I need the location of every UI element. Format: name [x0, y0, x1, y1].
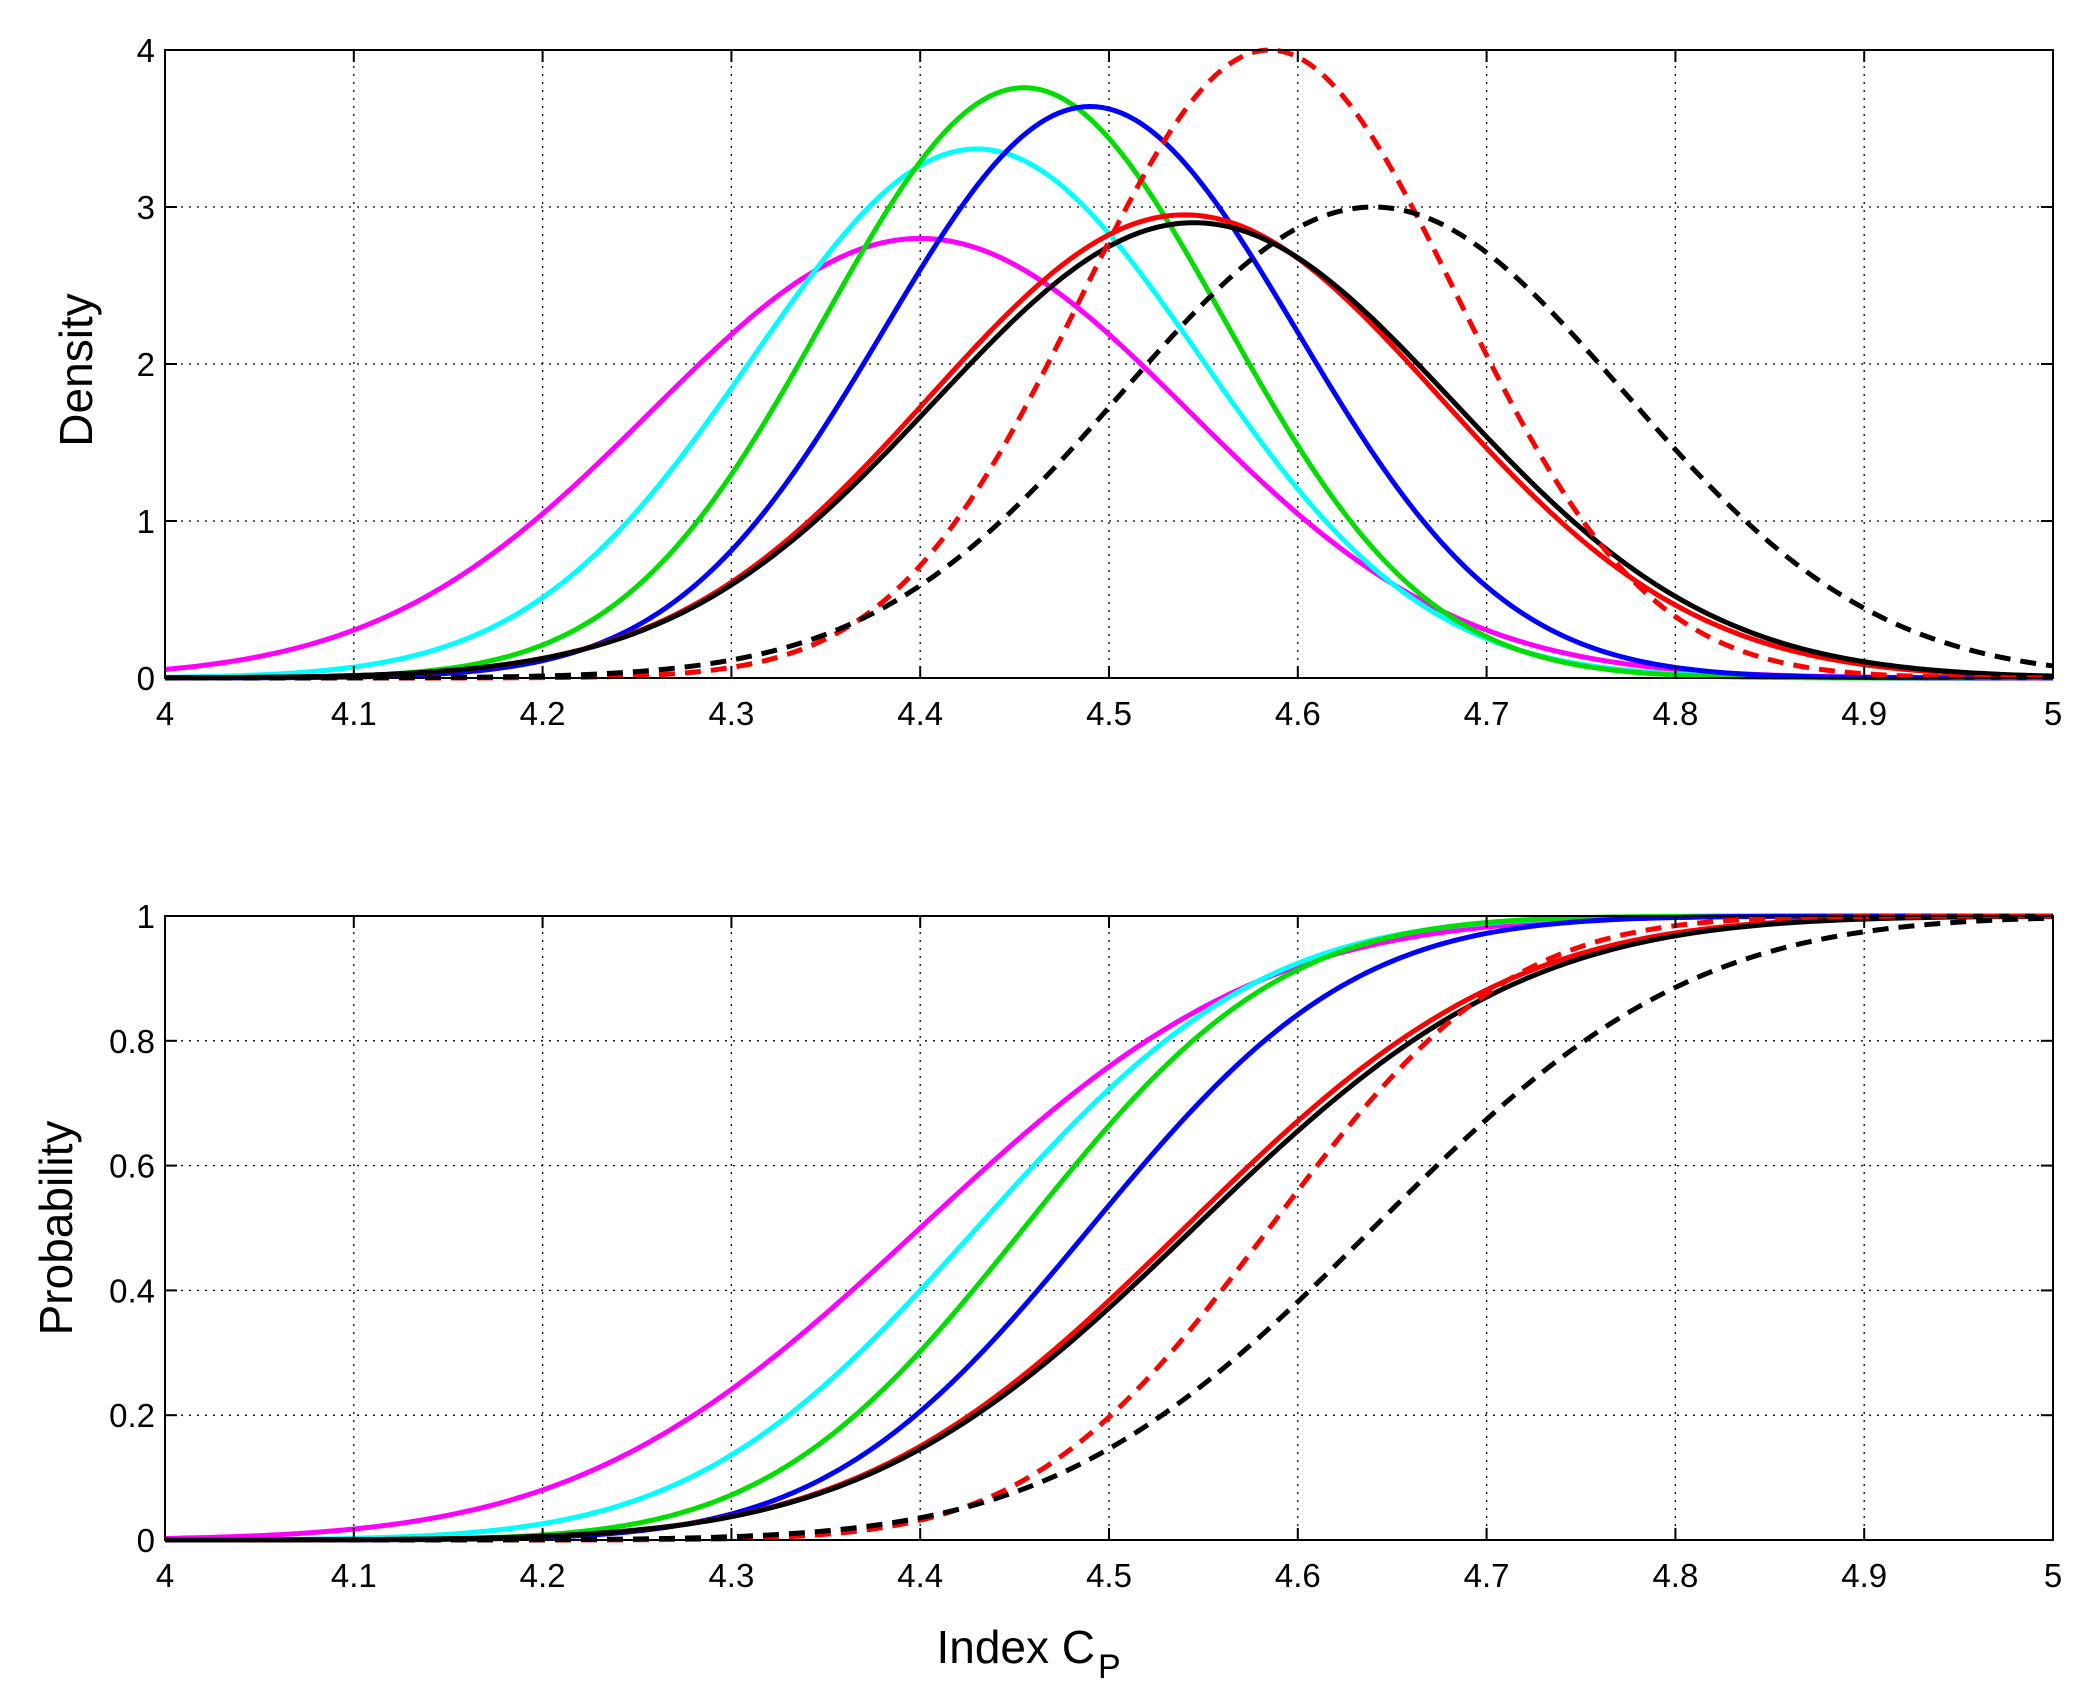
x-tick-label: 4.3 [708, 1557, 754, 1594]
y-tick-label: 1 [137, 503, 155, 540]
y-tick-label: 3 [137, 189, 155, 226]
density-ticks: 4 4.1 4.2 4.3 4.4 4.5 4.6 4.7 4.8 4.9 5 0 1 2 3 4 [137, 32, 2063, 732]
density-panel: 4 4.1 4.2 4.3 4.4 4.5 4.6 4.7 4.8 4.9 5 0 1 2 3 4 Densi… [50, 32, 2062, 732]
x-tick-label: 4.4 [897, 1557, 943, 1594]
x-tick-label: 4.3 [708, 695, 754, 732]
y-tick-label: 0.2 [109, 1397, 155, 1434]
x-tick-label: 5 [2044, 695, 2062, 732]
x-tick-label: 4.7 [1464, 695, 1510, 732]
y-tick-label: 0.8 [109, 1023, 155, 1060]
y-tick-label: 1 [137, 898, 155, 935]
density-grid [165, 50, 2053, 678]
y-tick-label: 2 [137, 346, 155, 383]
x-tick-label: 4.8 [1652, 1557, 1698, 1594]
y-tick-label: 0 [137, 1522, 155, 1559]
density-y-axis-label: Density [50, 293, 102, 446]
probability-x-axis-label-subscript: P [1098, 1648, 1121, 1686]
y-tick-label: 0.6 [109, 1148, 155, 1185]
probability-y-axis-label: Probability [30, 1121, 82, 1336]
x-tick-label: 4.6 [1275, 1557, 1321, 1594]
x-tick-label: 4.4 [897, 695, 943, 732]
x-tick-label: 4.7 [1464, 1557, 1510, 1594]
x-tick-label: 4.5 [1086, 695, 1132, 732]
x-tick-label: 4 [156, 695, 174, 732]
x-tick-label: 4.5 [1086, 1557, 1132, 1594]
series-line-blue [165, 104, 2053, 681]
x-tick-label: 4.9 [1841, 1557, 1887, 1594]
probability-panel: 4 4.1 4.2 4.3 4.4 4.5 4.6 4.7 4.8 4.9 5 0 0.2 0.4 0.6 0… [30, 898, 2062, 1686]
x-tick-label: 4.9 [1841, 695, 1887, 732]
x-tick-label: 5 [2044, 1557, 2062, 1594]
x-tick-label: 4.1 [331, 695, 377, 732]
y-tick-label: 4 [137, 32, 155, 69]
x-tick-label: 4.2 [520, 1557, 566, 1594]
x-tick-label: 4 [156, 1557, 174, 1594]
series-line-green [164, 85, 2053, 681]
x-tick-label: 4.1 [331, 1557, 377, 1594]
x-tick-label: 4.8 [1652, 695, 1698, 732]
x-tick-label: 4.2 [520, 695, 566, 732]
x-tick-label: 4.6 [1275, 695, 1321, 732]
y-tick-label: 0 [137, 660, 155, 697]
probability-x-axis-label: Index C [936, 1621, 1095, 1673]
y-tick-label: 0.4 [109, 1272, 155, 1309]
probability-ticks: 4 4.1 4.2 4.3 4.4 4.5 4.6 4.7 4.8 4.9 5 0 0.2 0.4 0.6 0… [109, 898, 2062, 1594]
